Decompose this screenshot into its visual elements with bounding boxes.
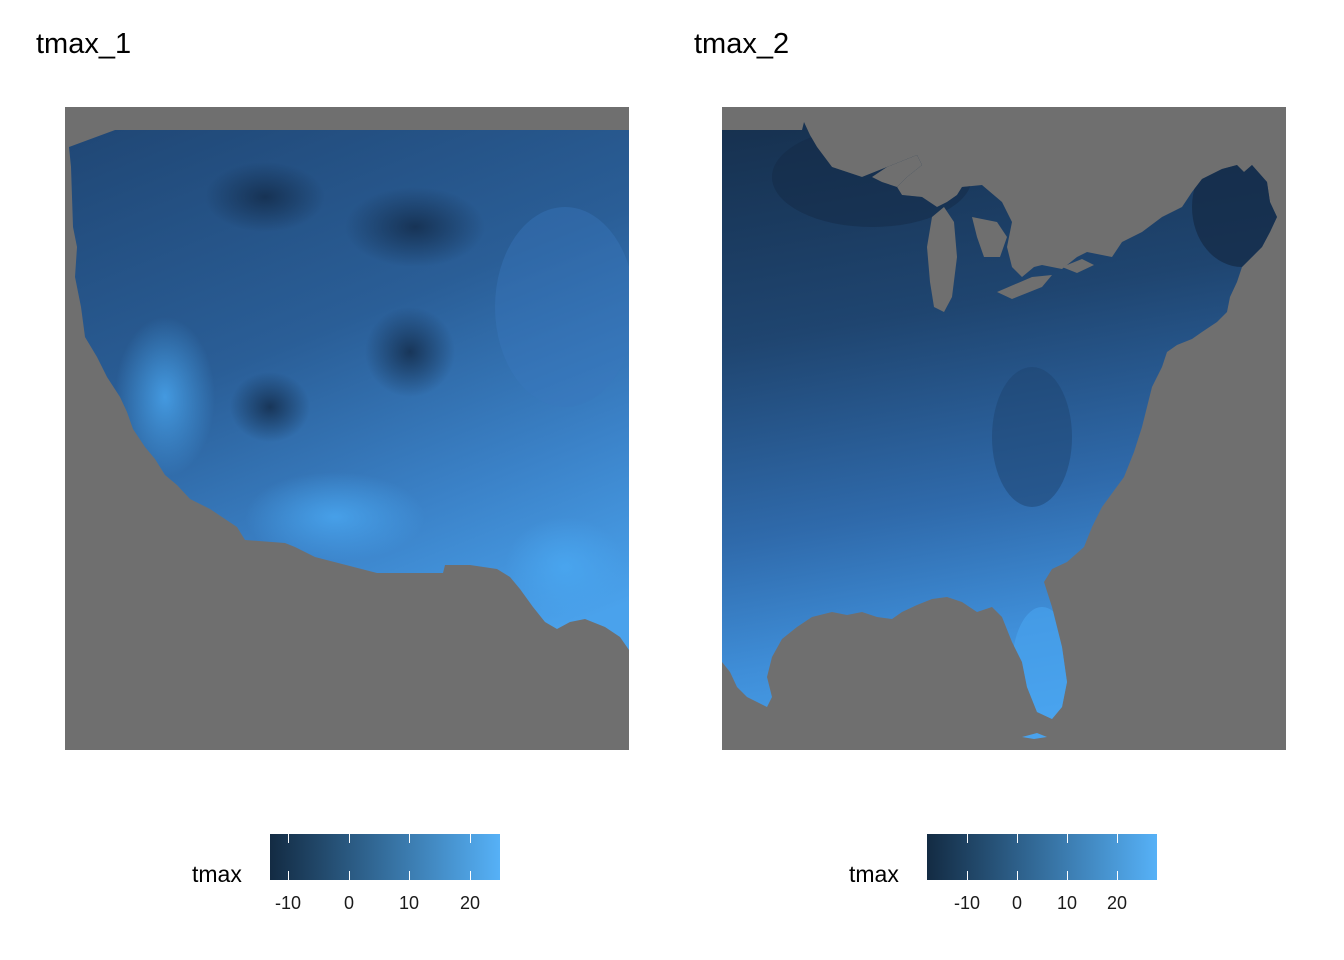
legend-colorbar bbox=[927, 834, 1157, 880]
lake-michigan bbox=[927, 207, 957, 312]
legend-colorbar bbox=[270, 834, 500, 880]
map-panel-tmax-1: tmax_1 bbox=[36, 28, 629, 922]
legend-tick-mark bbox=[1117, 871, 1118, 880]
legend-tick-label: 10 bbox=[398, 893, 420, 913]
legend-tick-label: 0 bbox=[1011, 893, 1023, 913]
florida-keys bbox=[1022, 733, 1047, 739]
legend-tick-mark bbox=[288, 834, 289, 843]
western-us-raster bbox=[69, 130, 629, 650]
panel-title: tmax_1 bbox=[36, 28, 132, 60]
legend-tick-mark bbox=[1117, 834, 1118, 843]
raster-map-western-us bbox=[65, 107, 629, 750]
legend-tick-label: -10 bbox=[274, 893, 302, 913]
legend-ticks: -10 0 10 20 bbox=[270, 834, 500, 914]
legend-tick-mark bbox=[409, 834, 410, 843]
legend-tick-mark bbox=[967, 834, 968, 843]
legend-tick-mark bbox=[288, 871, 289, 880]
legend-tick-label: -10 bbox=[953, 893, 981, 913]
legend-title: tmax bbox=[849, 861, 899, 887]
lake-huron bbox=[972, 217, 1007, 257]
legend-tick-mark bbox=[409, 871, 410, 880]
legend-tick-mark bbox=[1067, 871, 1068, 880]
map-panel-tmax-2: tmax_2 bbox=[672, 0, 1344, 960]
lake-ontario bbox=[1062, 259, 1094, 273]
legend-tick-mark bbox=[1067, 834, 1068, 843]
lake-erie bbox=[997, 275, 1052, 299]
legend-tick-mark bbox=[470, 834, 471, 843]
eastern-us-raster bbox=[722, 122, 1277, 739]
lake-superior bbox=[872, 155, 922, 187]
raster-map-eastern-us bbox=[722, 107, 1286, 750]
legend-ticks: -10 0 10 20 bbox=[927, 834, 1157, 914]
panel-title: tmax_2 bbox=[694, 28, 790, 60]
legend: tmax -10 0 10 20 bbox=[837, 832, 1167, 922]
legend-tick-mark bbox=[1017, 834, 1018, 843]
legend-tick-mark bbox=[349, 834, 350, 843]
legend-tick-label: 10 bbox=[1056, 893, 1078, 913]
legend-tick-label: 0 bbox=[343, 893, 355, 913]
legend: tmax -10 0 10 20 bbox=[180, 832, 510, 922]
legend-title: tmax bbox=[192, 861, 242, 887]
legend-tick-label: 20 bbox=[459, 893, 481, 913]
legend-tick-mark bbox=[349, 871, 350, 880]
legend-tick-label: 20 bbox=[1106, 893, 1128, 913]
legend-tick-mark bbox=[967, 871, 968, 880]
legend-tick-mark bbox=[1017, 871, 1018, 880]
legend-tick-mark bbox=[470, 871, 471, 880]
